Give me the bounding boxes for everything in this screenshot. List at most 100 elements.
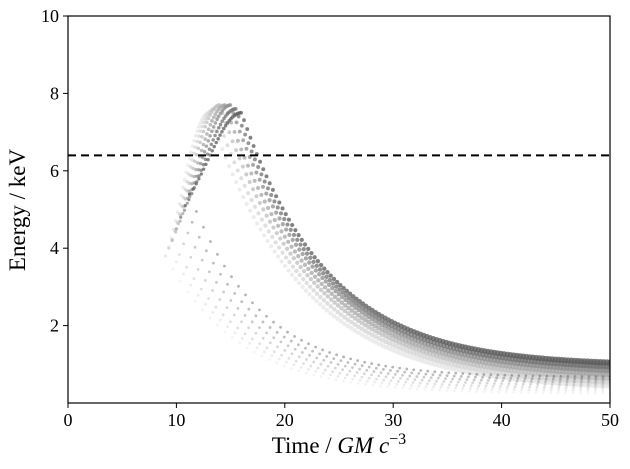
data-point [225, 143, 230, 148]
data-point [186, 290, 190, 293]
data-point [578, 391, 582, 395]
data-point [544, 377, 548, 381]
data-point [524, 374, 528, 378]
data-point [192, 277, 196, 281]
data-point [606, 359, 610, 366]
data-point [203, 137, 207, 141]
data-point [276, 223, 281, 228]
data-point [347, 295, 352, 301]
data-point [497, 390, 501, 394]
data-point [559, 377, 562, 381]
data-point [247, 307, 251, 311]
data-point [579, 386, 583, 389]
data-point [328, 351, 332, 354]
data-point [290, 352, 294, 356]
data-point [476, 387, 480, 391]
data-point [483, 387, 487, 391]
data-point [347, 291, 353, 296]
data-point [300, 351, 304, 354]
data-point [341, 285, 346, 291]
data-point [388, 382, 391, 386]
data-point [594, 386, 597, 390]
data-point [535, 388, 538, 392]
y-tick-label: 2 [50, 316, 59, 336]
data-point [179, 215, 183, 219]
data-point [335, 353, 339, 357]
data-point [209, 240, 212, 243]
data-point [601, 380, 605, 384]
data-point [297, 272, 302, 278]
data-point [283, 349, 287, 352]
data-point [263, 350, 266, 354]
data-point [408, 374, 412, 378]
data-point [189, 283, 193, 287]
data-point [417, 372, 421, 375]
data-point [465, 378, 469, 382]
data-point [199, 148, 204, 153]
data-point [279, 340, 283, 344]
data-point [530, 377, 534, 381]
data-point [292, 363, 296, 367]
data-point [423, 387, 427, 391]
data-point [315, 259, 321, 264]
data-point [579, 388, 582, 392]
data-point [370, 373, 373, 377]
data-point [558, 383, 561, 387]
data-point [198, 121, 202, 126]
data-point [237, 156, 242, 161]
data-point [244, 293, 247, 297]
data-point [349, 319, 354, 325]
data-point [356, 330, 361, 336]
data-point [328, 297, 334, 302]
data-point [393, 373, 397, 376]
data-point [253, 350, 256, 354]
data-point [270, 234, 275, 240]
data-point [265, 331, 268, 335]
data-point [300, 284, 305, 290]
data-point [315, 284, 320, 289]
data-layer [163, 103, 610, 395]
data-point [237, 284, 240, 288]
data-point [205, 152, 210, 156]
data-point [356, 303, 362, 308]
data-point [496, 373, 500, 377]
data-point [484, 384, 488, 388]
data-point [265, 314, 268, 318]
data-point [308, 255, 313, 260]
data-point [208, 134, 212, 138]
data-point [187, 192, 192, 196]
data-point [209, 142, 214, 147]
data-point [312, 360, 316, 364]
data-point [265, 238, 270, 243]
data-point [338, 371, 342, 375]
data-point [514, 382, 518, 386]
data-point [279, 259, 284, 264]
data-point [215, 117, 219, 122]
data-point [177, 253, 181, 256]
data-point [240, 164, 245, 169]
data-point [274, 194, 279, 199]
data-point [290, 237, 295, 242]
data-point [290, 366, 293, 370]
data-point [241, 194, 246, 199]
data-point [252, 178, 257, 183]
data-point [281, 241, 286, 246]
data-point [251, 215, 256, 220]
data-point [464, 381, 467, 384]
data-point [543, 383, 547, 386]
data-point [516, 376, 520, 380]
data-point [230, 275, 233, 279]
data-point [251, 144, 256, 148]
data-point [357, 299, 362, 304]
data-point [359, 326, 365, 332]
data-point [601, 375, 605, 379]
data-point [226, 325, 230, 329]
data-point [379, 371, 383, 375]
data-point [269, 212, 274, 217]
data-point [213, 121, 218, 125]
data-point [342, 355, 346, 359]
data-point [240, 300, 244, 304]
data-point [325, 301, 330, 306]
data-point [322, 266, 327, 271]
data-point [438, 388, 442, 392]
